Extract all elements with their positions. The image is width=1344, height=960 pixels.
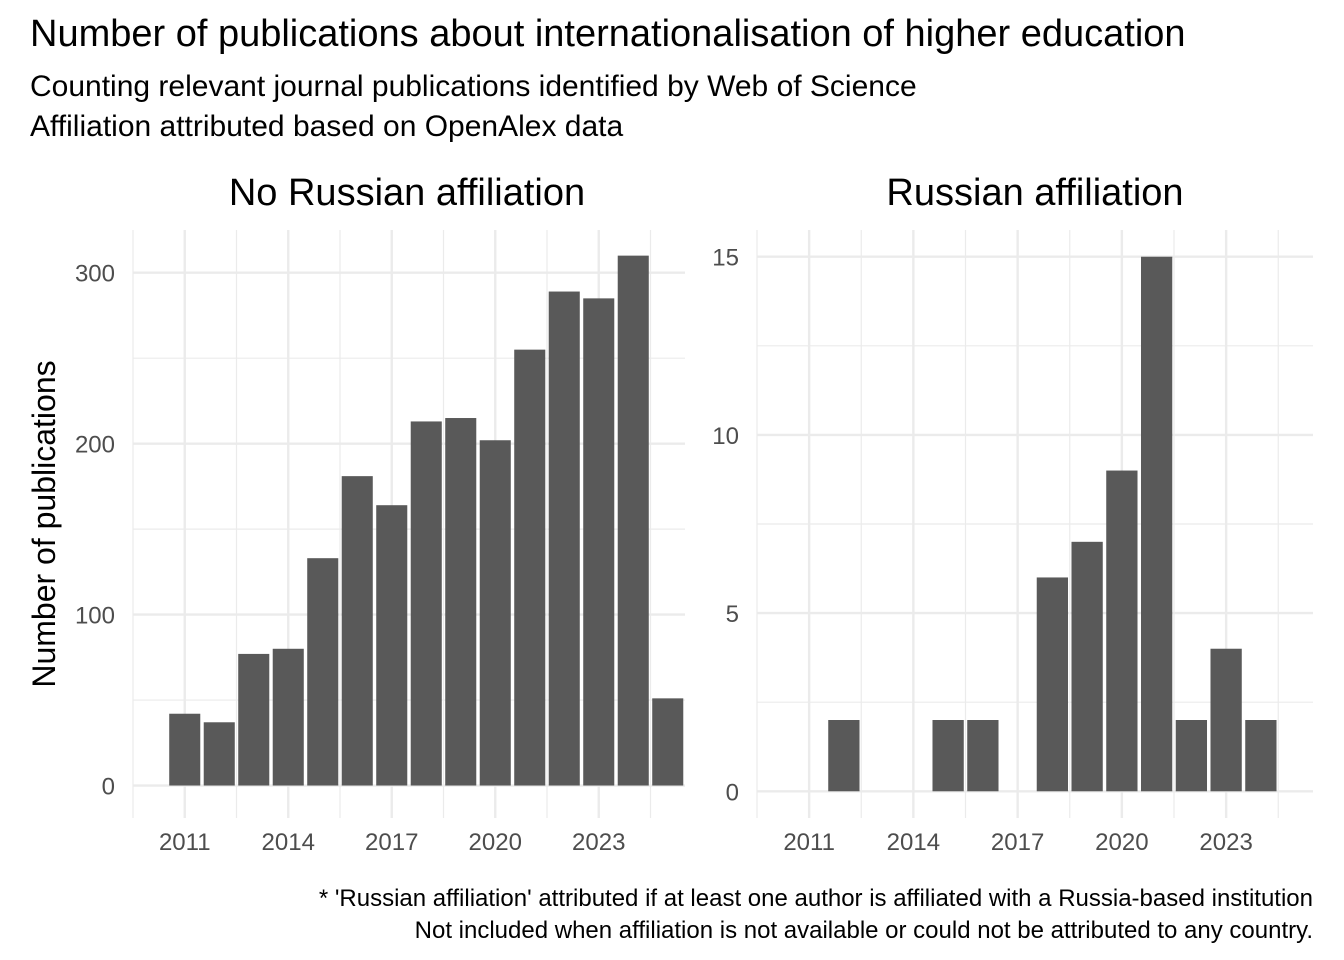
x-tick-label: 2014	[262, 829, 315, 856]
y-tick-label: 100	[75, 603, 115, 630]
bar	[1175, 720, 1208, 792]
x-tick-label: 2017	[991, 829, 1044, 856]
bar	[617, 255, 649, 786]
facet-title: Russian affiliation	[886, 172, 1183, 214]
bar	[1106, 470, 1138, 792]
caption-line-2: Not included when affiliation is not ava…	[415, 917, 1313, 944]
x-tick-label: 2023	[1199, 829, 1252, 856]
bar	[376, 505, 408, 786]
facet-panel-russian: 0 5 10 15 2011 2014 2017 2020 2023 Russian affili…	[712, 172, 1313, 856]
bar	[341, 476, 373, 786]
bar	[514, 349, 546, 786]
y-tick-label: 5	[726, 601, 739, 628]
bar	[169, 713, 201, 786]
facet-panel-no-russian: 0 100 200 300 2011 2014 2017 2020 2023 No Russian…	[26, 172, 685, 856]
y-tick-label: 300	[75, 261, 115, 288]
x-tick-label: 2011	[783, 829, 835, 856]
bar	[479, 440, 511, 786]
chart-subtitle-line-2: Affiliation attributed based on OpenAlex…	[30, 110, 624, 143]
bar	[1245, 720, 1277, 792]
y-tick-label: 0	[102, 774, 115, 801]
bar	[1071, 541, 1103, 792]
bar	[652, 698, 684, 786]
x-tick-label: 2020	[1095, 829, 1148, 856]
facet-title: No Russian affiliation	[229, 172, 585, 214]
bar	[1210, 648, 1242, 792]
bar	[1140, 256, 1173, 792]
y-tick-label: 10	[712, 423, 739, 450]
bar	[548, 291, 580, 786]
bar	[410, 421, 442, 786]
bar	[932, 720, 964, 792]
y-tick-label: 15	[712, 245, 739, 272]
bar	[203, 722, 235, 786]
x-tick-label: 2023	[572, 829, 625, 856]
x-tick-label: 2011	[159, 829, 211, 856]
x-tick-label: 2017	[365, 829, 418, 856]
bar	[238, 653, 270, 786]
bar	[272, 648, 304, 786]
bar	[583, 298, 615, 786]
bar	[445, 418, 477, 786]
chart-title: Number of publications about internation…	[30, 13, 1186, 55]
caption-line-1: * 'Russian affiliation' attributed if at…	[319, 885, 1313, 912]
bar	[307, 558, 339, 786]
bar	[1036, 577, 1069, 792]
y-axis-label: Number of publications	[26, 360, 62, 687]
chart-subtitle-line-1: Counting relevant journal publications i…	[30, 70, 917, 103]
bar	[828, 720, 860, 792]
x-tick-label: 2014	[887, 829, 940, 856]
y-tick-label: 0	[726, 779, 739, 806]
x-tick-label: 2020	[469, 829, 522, 856]
y-tick-label: 200	[75, 432, 115, 459]
bar	[967, 720, 999, 792]
